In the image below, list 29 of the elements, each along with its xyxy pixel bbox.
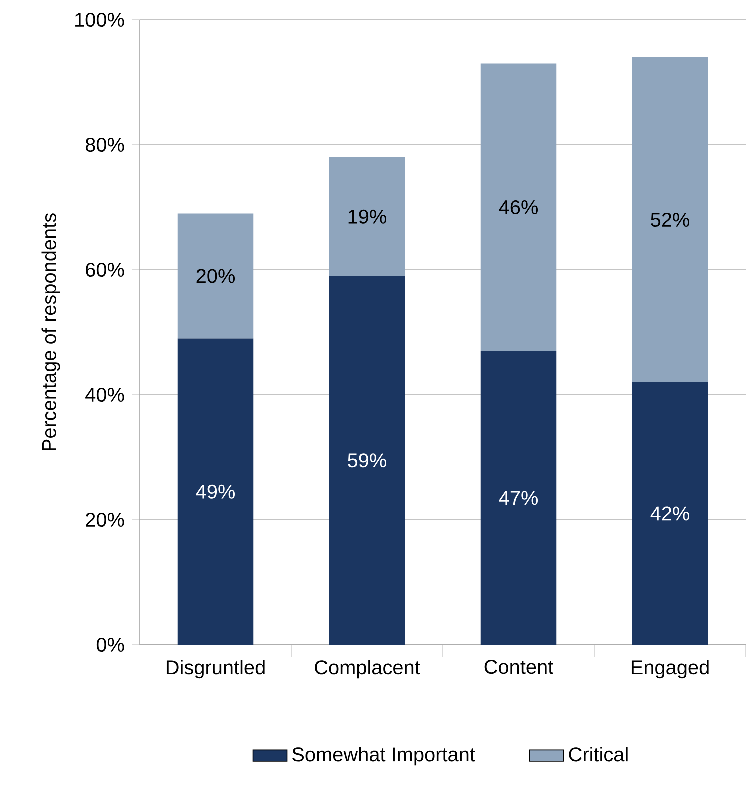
bar bbox=[329, 157, 406, 276]
bar bbox=[178, 214, 254, 339]
data-label: 49% bbox=[196, 484, 235, 499]
data-label: 52% bbox=[651, 212, 690, 228]
y-tick-label: 0% bbox=[96, 638, 124, 652]
legend-label: Somewhat Important bbox=[292, 747, 476, 766]
y-axis-title: Percentage of respondents bbox=[42, 214, 60, 451]
bar bbox=[480, 64, 557, 352]
bar bbox=[480, 351, 557, 645]
bar bbox=[178, 338, 254, 645]
y-tick-label: 40% bbox=[86, 388, 124, 402]
y-tick-label: 100% bbox=[76, 12, 124, 28]
y-tick-label: 80% bbox=[86, 138, 124, 152]
data-label: 47% bbox=[499, 491, 538, 506]
data-label: 59% bbox=[348, 454, 386, 468]
bar bbox=[632, 382, 708, 645]
data-label: 46% bbox=[499, 200, 538, 215]
x-tick-label: Engaged bbox=[632, 660, 709, 679]
data-label: 20% bbox=[196, 269, 235, 284]
bar bbox=[632, 57, 708, 382]
y-tick-label: 60% bbox=[86, 262, 124, 278]
data-label: 42% bbox=[650, 506, 690, 521]
data-label: 19% bbox=[348, 210, 386, 224]
bar bbox=[329, 276, 406, 645]
y-tick-label: 20% bbox=[86, 512, 124, 528]
x-tick-label: Complacent bbox=[315, 660, 420, 679]
legend-label: Critical bbox=[569, 747, 628, 762]
x-tick-label: Content bbox=[484, 660, 554, 674]
x-tick-label: Disgruntled bbox=[166, 660, 265, 679]
